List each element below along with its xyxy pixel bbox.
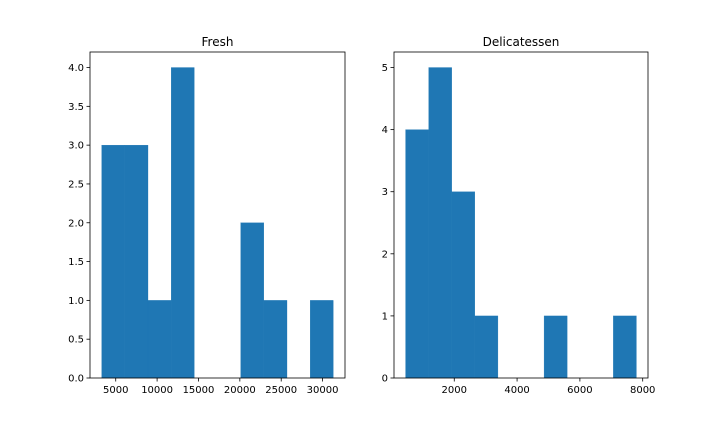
fresh-x-tick-label: 5000 [103, 385, 128, 396]
delicatessen-bar-0 [405, 129, 429, 379]
delicatessen-x-ticks: 2000 4000 6000 8000 [442, 378, 655, 396]
fresh-x-tick-label: 20000 [224, 385, 256, 396]
delicatessen-axes-frame [393, 51, 649, 379]
delicatessen-y-tick-label: 4 [382, 125, 388, 136]
fresh-y-tick-label: 0.0 [68, 374, 84, 385]
fresh-y-tick-label: 1.5 [68, 257, 84, 268]
delicatessen-chart-title: Delicatessen [483, 35, 560, 49]
delicatessen-y-tick-label: 5 [382, 63, 388, 74]
delicatessen-bar-9 [613, 315, 637, 379]
delicatessen-histogram: 2000 4000 6000 8000 0 1 2 3 4 5 Delicatessen [382, 35, 656, 396]
fresh-x-tick-label: 30000 [307, 385, 339, 396]
delicatessen-bar-6 [543, 315, 568, 379]
delicatessen-y-tick-label: 0 [382, 374, 388, 385]
delicatessen-x-tick-label: 4000 [504, 385, 529, 396]
fresh-bar-0 [101, 144, 125, 379]
fresh-x-ticks: 5000 10000 15000 20000 25000 30000 [103, 378, 338, 396]
delicatessen-bars [405, 67, 637, 379]
fresh-chart-title: Fresh [202, 35, 234, 49]
fresh-bar-1 [124, 144, 149, 379]
fresh-bar-2 [147, 300, 172, 379]
fresh-y-tick-label: 4.0 [68, 63, 84, 74]
fresh-bars [101, 67, 334, 379]
fresh-histogram: 5000 10000 15000 20000 25000 30000 0.0 0.5 1.0 1… [68, 35, 346, 396]
delicatessen-y-ticks: 0 1 2 3 4 5 [382, 63, 394, 385]
delicatessen-y-tick-label: 1 [382, 311, 388, 322]
delicatessen-x-tick-label: 6000 [567, 385, 592, 396]
fresh-bar-6 [240, 222, 264, 379]
fresh-x-tick-label: 25000 [265, 385, 297, 396]
fresh-y-ticks: 0.0 0.5 1.0 1.5 2.0 2.5 3.0 3.5 4.0 [68, 63, 90, 385]
fresh-bar-7 [263, 300, 288, 379]
delicatessen-x-tick-label: 8000 [630, 385, 655, 396]
fresh-y-tick-label: 2.0 [68, 218, 84, 229]
delicatessen-bar-2 [451, 191, 475, 379]
fresh-y-tick-label: 3.5 [68, 102, 84, 113]
fresh-y-tick-label: 2.5 [68, 179, 84, 190]
fresh-y-tick-label: 1.0 [68, 296, 84, 307]
fresh-x-tick-label: 15000 [183, 385, 215, 396]
delicatessen-y-tick-label: 2 [382, 249, 388, 260]
fresh-axes-frame [89, 51, 346, 379]
delicatessen-x-tick-label: 2000 [442, 385, 467, 396]
delicatessen-y-tick-label: 3 [382, 187, 388, 198]
fresh-x-tick-label: 10000 [141, 385, 173, 396]
fresh-bar-9 [310, 300, 334, 379]
fresh-y-tick-label: 0.5 [68, 335, 84, 346]
fresh-y-tick-label: 3.0 [68, 141, 84, 152]
delicatessen-bar-3 [474, 315, 499, 379]
delicatessen-bar-1 [428, 67, 452, 379]
fresh-bar-3 [171, 67, 195, 379]
